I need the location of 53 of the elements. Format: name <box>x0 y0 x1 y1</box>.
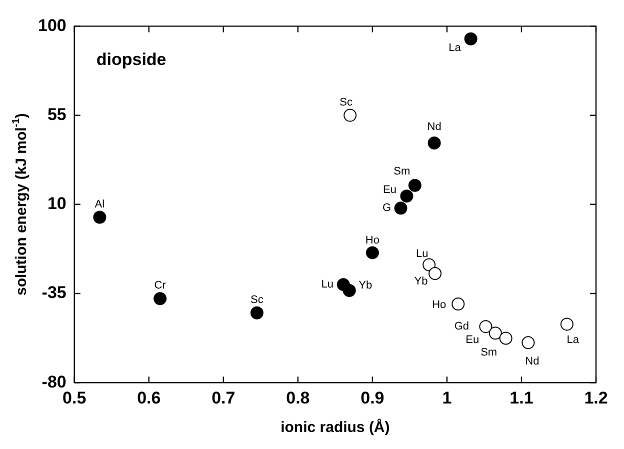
annotation: Gd <box>454 320 470 333</box>
y-tick-label: -35 <box>42 283 66 302</box>
annotation: Sm <box>394 165 410 178</box>
annotation: Yb <box>414 276 428 288</box>
x-tick-label: 0.7 <box>212 388 236 408</box>
y-tick-label: 10 <box>47 194 66 214</box>
annotation: Cr <box>154 280 166 292</box>
annotation: G <box>382 202 392 214</box>
point <box>342 284 356 298</box>
point <box>428 267 442 280</box>
point <box>422 258 436 272</box>
point <box>344 108 357 122</box>
annotation: Ho <box>432 299 446 312</box>
y-axis-title: solution energy (kJ mol-1) <box>10 113 30 296</box>
annotation: Lu <box>416 248 428 260</box>
annotation: Eu <box>382 184 396 196</box>
point <box>93 210 106 224</box>
point <box>400 190 414 203</box>
x-tick-label: 1.1 <box>510 388 534 408</box>
point <box>560 318 574 331</box>
point <box>499 332 512 345</box>
point <box>464 32 478 46</box>
point <box>408 178 422 192</box>
annotation: Lu <box>321 278 334 291</box>
point <box>488 326 502 340</box>
x-tick-label: 0.6 <box>137 388 161 408</box>
annotation: Sc <box>340 96 353 108</box>
x-tick-label: 1.2 <box>584 388 608 408</box>
point <box>250 306 264 320</box>
annotation: La <box>448 42 462 54</box>
annotation: Ho <box>365 234 380 247</box>
x-tick-label: 0.9 <box>360 388 384 408</box>
annotation: Sc <box>250 294 264 306</box>
annotation: Sm <box>480 346 498 358</box>
point <box>452 297 465 310</box>
x-tick-label: 1 <box>442 388 452 408</box>
point <box>394 202 408 215</box>
annotation: Eu <box>466 334 480 346</box>
y-tick-label: 55 <box>47 104 66 124</box>
point <box>479 320 492 334</box>
annotation: Al <box>94 198 105 210</box>
annotation: Nd <box>525 356 540 368</box>
point <box>154 292 167 306</box>
annotation: Yb <box>358 280 372 292</box>
annotation: diopside <box>96 50 166 69</box>
y-tick-label: 100 <box>38 16 66 35</box>
annotation: Nd <box>427 121 442 134</box>
x-tick-label: 0.8 <box>286 388 310 408</box>
point <box>428 136 441 150</box>
annotation: La <box>566 334 580 346</box>
point <box>522 336 535 350</box>
point <box>366 246 379 260</box>
x-axis-title: ionic radius (Å) <box>280 418 390 436</box>
